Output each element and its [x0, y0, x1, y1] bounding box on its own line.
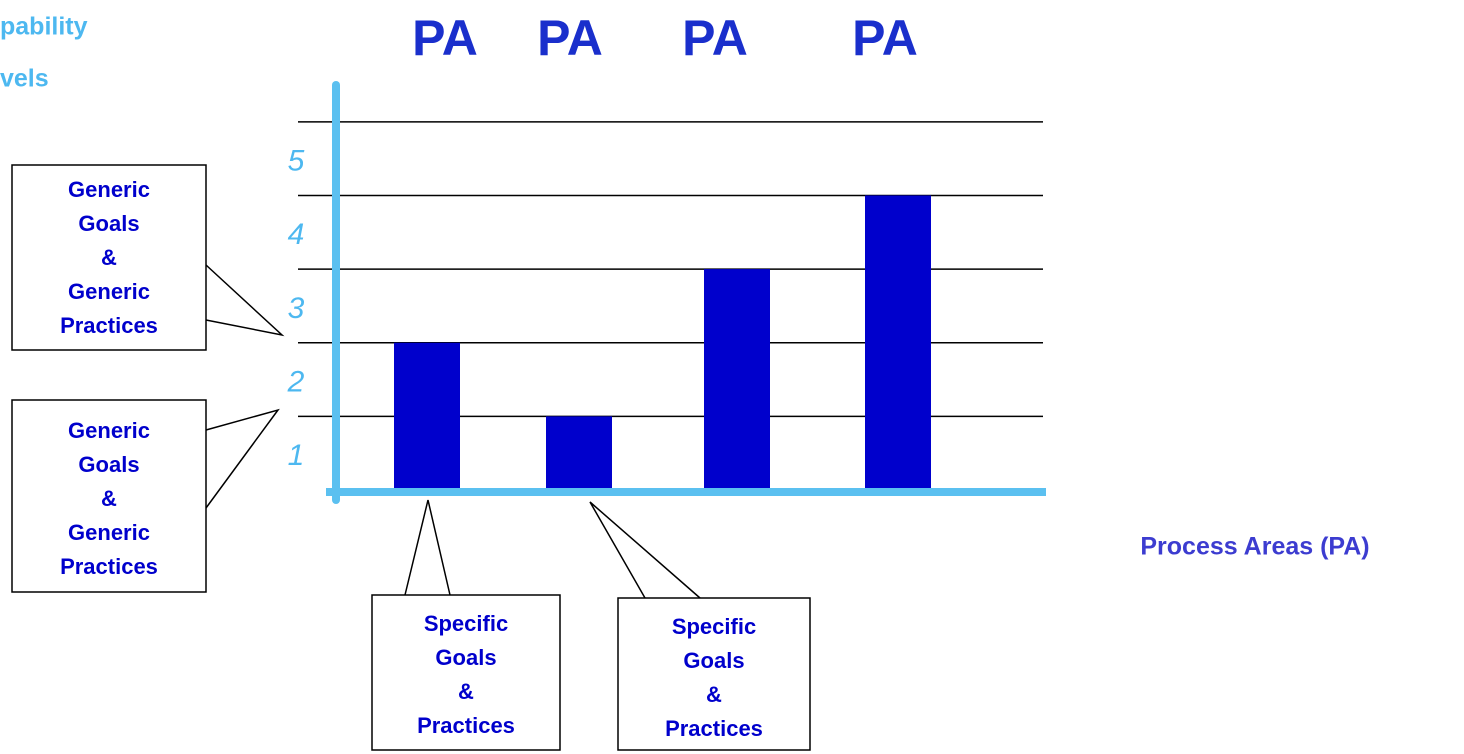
callout-shapes [11, 164, 811, 751]
y-tick-label: 2 [287, 365, 305, 398]
x-tick-label: PA [682, 10, 748, 66]
callout-text: Goals [435, 645, 496, 670]
y-tick-label: 1 [288, 439, 305, 472]
callout-text: Generic [68, 418, 150, 443]
callout-text: Goals [78, 452, 139, 477]
callout-text: Specific [672, 614, 756, 639]
bar [394, 342, 460, 490]
callout-box [617, 597, 811, 751]
callout-pointer [205, 264, 285, 337]
callout-text: Specific [424, 611, 508, 636]
bar [704, 269, 770, 490]
callout-text: Generic [68, 279, 150, 304]
x-tick-label: PA [852, 10, 918, 66]
x-tick-label: PA [412, 10, 478, 66]
y-label: vels [0, 65, 49, 93]
callout-box [11, 164, 207, 351]
callout-text: Practices [665, 716, 763, 741]
bar [865, 195, 931, 491]
callout-text: Generic [68, 520, 150, 545]
x-label: Process Areas (PA) [1140, 533, 1369, 561]
callout-text: & [101, 245, 117, 270]
bar [546, 416, 612, 490]
callout-box [11, 399, 207, 593]
callout-text: Goals [683, 648, 744, 673]
x-tick-label: PA [537, 10, 603, 66]
callout-pointer [589, 501, 701, 599]
callout-text: Practices [60, 313, 158, 338]
y-tick-label: 3 [288, 292, 305, 325]
callout-pointer [205, 408, 280, 509]
callout-text: Generic [68, 177, 150, 202]
y-tick-label: 4 [288, 218, 305, 251]
callout-text: Practices [417, 713, 515, 738]
y-label: pability [0, 13, 88, 41]
callout-pointer [404, 499, 451, 596]
callout-box [371, 594, 561, 751]
callout-text: & [458, 679, 474, 704]
callout-text: Goals [78, 211, 139, 236]
callout-text: & [101, 486, 117, 511]
callout-text: & [706, 682, 722, 707]
y-tick-label: 5 [288, 145, 305, 178]
callout-text: Practices [60, 554, 158, 579]
